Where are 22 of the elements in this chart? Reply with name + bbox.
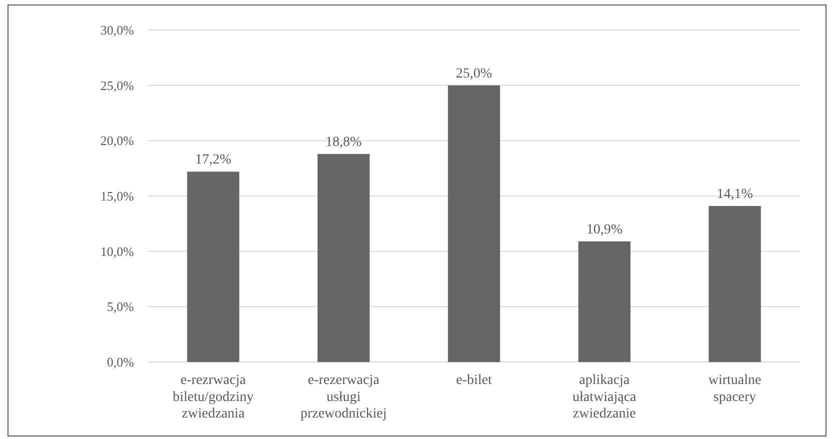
y-tick-label: 25,0% (100, 78, 134, 93)
x-tick-label: e-rezrwacja biletu/godziny zwiedzania (172, 373, 254, 422)
y-tick-label: 10,0% (100, 244, 134, 259)
x-tick-label: aplikacja ułatwiająca zwiedzanie (572, 373, 638, 422)
data-label: 17,2% (195, 152, 232, 168)
bar (708, 206, 761, 362)
x-tick-label: wirtualne spacery (708, 373, 762, 405)
data-label: 18,8% (326, 134, 362, 150)
data-label: 25,0% (456, 66, 492, 82)
y-tick-label: 5,0% (106, 299, 134, 314)
data-label: 14,1% (716, 186, 754, 202)
bar (318, 154, 370, 362)
bar (578, 241, 630, 362)
y-tick-label: 30,0% (100, 22, 134, 38)
bar (448, 85, 500, 362)
bar (187, 172, 240, 362)
y-tick-label: 20,0% (100, 133, 134, 148)
y-tick-label: 0,0% (106, 354, 134, 370)
x-tick-label: e-rezerwacja usługi przewodnickiej (300, 373, 387, 422)
x-tick-label: e-bilet (456, 373, 492, 388)
y-tick-label: 15,0% (100, 188, 134, 204)
data-label: 10,9% (586, 222, 623, 238)
